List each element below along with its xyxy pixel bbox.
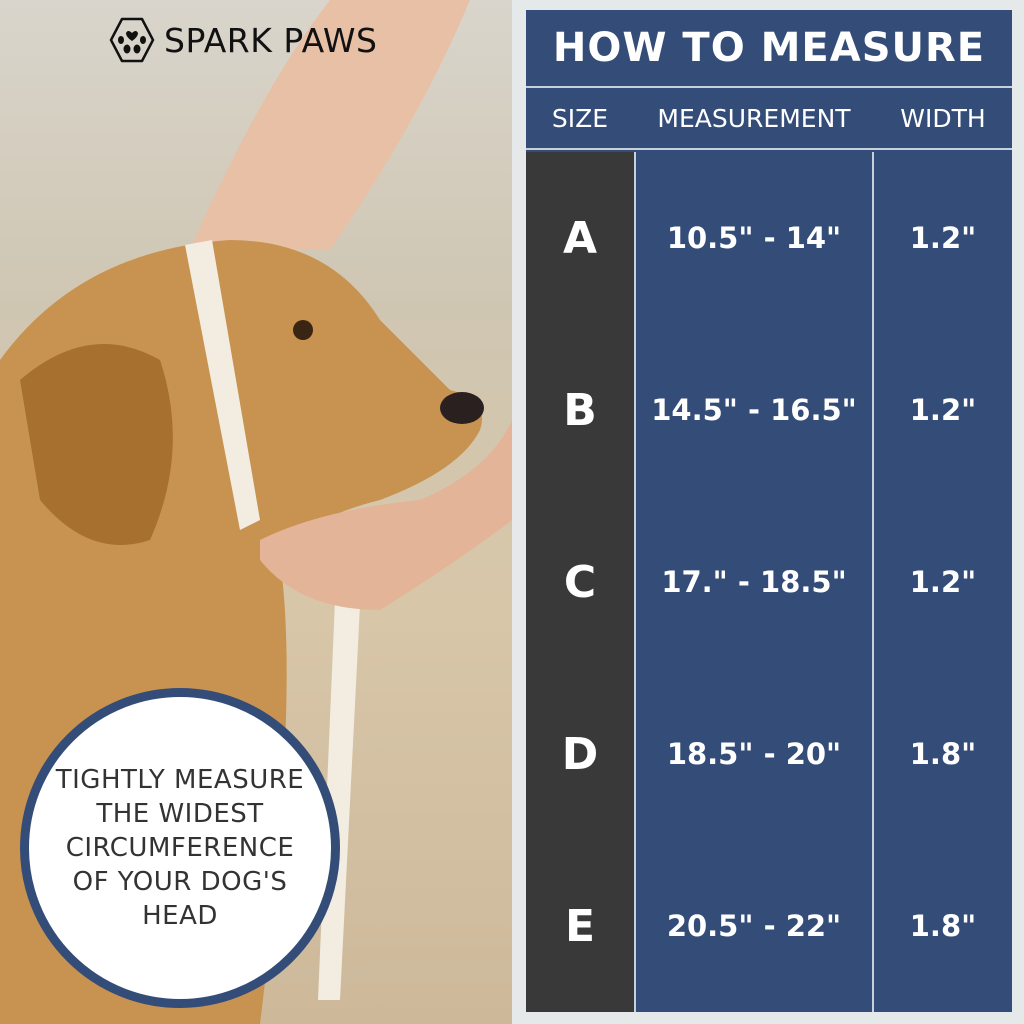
size-column: A B C D E	[526, 152, 634, 1012]
size-cell: C	[563, 556, 597, 608]
size-cell: D	[561, 728, 599, 780]
size-cell: B	[563, 384, 597, 436]
width-cell: 1.2"	[909, 393, 977, 427]
measure-callout: TIGHTLY MEASURE THE WIDEST CIRCUMFERENCE…	[20, 688, 340, 1008]
measurement-column: 10.5" - 14" 14.5" - 16.5" 17." - 18.5" 1…	[634, 152, 874, 1012]
width-cell: 1.8"	[909, 737, 977, 771]
brand-name: SPARK PAWS	[164, 20, 378, 60]
size-cell: E	[564, 900, 596, 952]
header-measurement: MEASUREMENT	[657, 103, 851, 133]
width-cell: 1.2"	[909, 565, 977, 599]
callout-text: TIGHTLY MEASURE THE WIDEST CIRCUMFERENCE…	[55, 765, 305, 931]
brand-logo: SPARK PAWS	[108, 16, 378, 64]
header-width: WIDTH	[900, 103, 986, 133]
table-body: A B C D E 10.5" - 14" 14.5" - 16.5" 17."…	[526, 152, 1012, 1012]
measurement-cell: 10.5" - 14"	[666, 221, 842, 255]
width-column: 1.2" 1.2" 1.2" 1.8" 1.8"	[874, 152, 1012, 1012]
measurement-cell: 17." - 18.5"	[661, 565, 847, 599]
measurement-cell: 20.5" - 22"	[666, 909, 842, 943]
measurement-cell: 14.5" - 16.5"	[651, 393, 857, 427]
paw-hexagon-icon	[109, 17, 155, 63]
size-cell: A	[562, 212, 598, 264]
header-size: SIZE	[551, 103, 609, 133]
size-table: HOW TO MEASURE SIZE MEASUREMENT WIDTH A …	[526, 10, 1012, 1012]
table-title: HOW TO MEASURE	[526, 10, 1012, 88]
measurement-cell: 18.5" - 20"	[666, 737, 842, 771]
width-cell: 1.2"	[909, 221, 977, 255]
table-header: SIZE MEASUREMENT WIDTH	[526, 88, 1012, 150]
width-cell: 1.8"	[909, 909, 977, 943]
